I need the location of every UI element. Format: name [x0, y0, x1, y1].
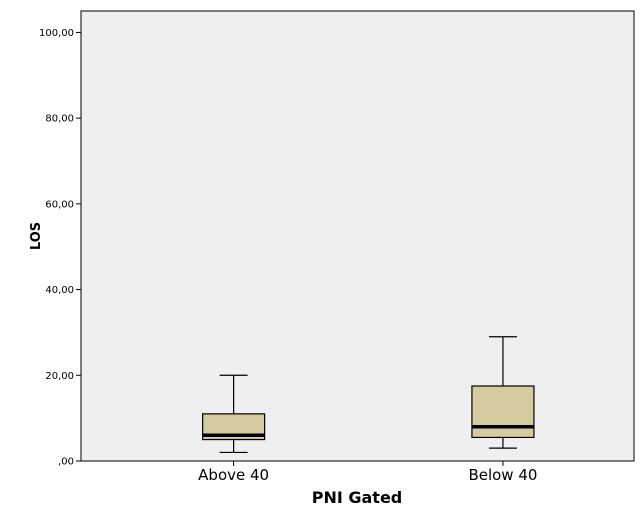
y-tick-label: 20,00 — [45, 371, 74, 382]
y-tick-label: 40,00 — [45, 285, 74, 296]
x-axis: Above 40 Below 40 — [198, 461, 537, 484]
box-2 — [471, 336, 535, 449]
plot-area — [80, 10, 635, 462]
y-axis-title: LOS — [29, 222, 44, 250]
iqr-box — [471, 385, 535, 439]
boxes — [202, 336, 535, 454]
y-tick-label: 80,00 — [45, 114, 74, 125]
y-tick-label: 60,00 — [45, 199, 74, 210]
x-tick-label: Below 40 — [468, 466, 537, 484]
y-tick-label: 100,00 — [39, 28, 74, 39]
box-1 — [202, 374, 266, 454]
x-tick-label: Above 40 — [198, 466, 269, 484]
y-tick-label: ,00 — [58, 457, 74, 468]
x-axis-title: PNI Gated — [312, 488, 403, 507]
y-axis: ,00 20,00 40,00 60,00 80,00 100,00 — [39, 28, 81, 468]
